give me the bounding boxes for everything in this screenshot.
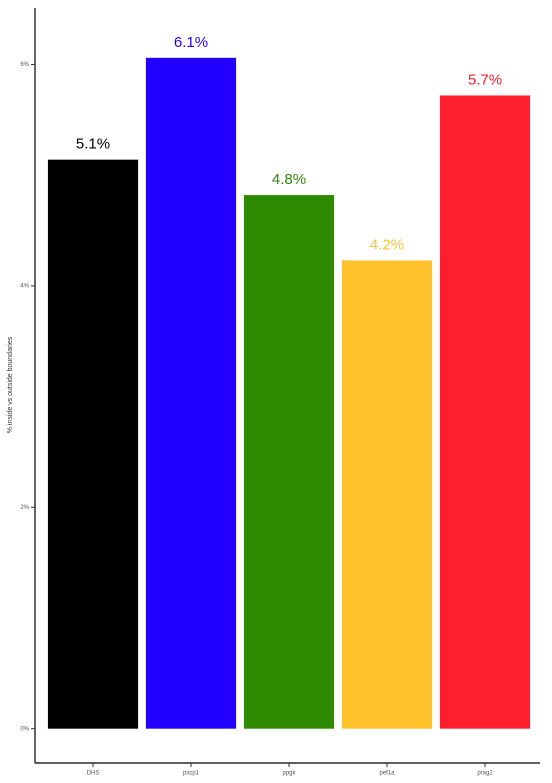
x-tick-label: ppgk: [282, 771, 296, 777]
x-tick-label: pscp1: [183, 771, 200, 777]
value-label: 6.1%: [174, 34, 208, 51]
bar: [439, 95, 531, 729]
bar: [47, 159, 139, 729]
bar: [243, 195, 335, 729]
x-tick-label: DHS: [87, 771, 100, 777]
value-label: 5.1%: [76, 136, 110, 153]
y-tick-label: 0%: [20, 726, 29, 732]
y-axis-label: % inside vs outside boundaries: [7, 336, 14, 433]
y-tick-label: 4%: [20, 283, 29, 289]
value-label: 4.8%: [272, 171, 306, 188]
y-tick-label: 2%: [20, 505, 29, 511]
bar: [145, 57, 237, 729]
x-tick-label: prag2: [477, 771, 493, 777]
value-label: 5.7%: [468, 71, 502, 88]
bar: [341, 260, 433, 729]
y-tick-label: 6%: [20, 62, 29, 68]
x-tick-label: pef1a: [379, 771, 395, 777]
value-label: 4.2%: [370, 236, 404, 253]
